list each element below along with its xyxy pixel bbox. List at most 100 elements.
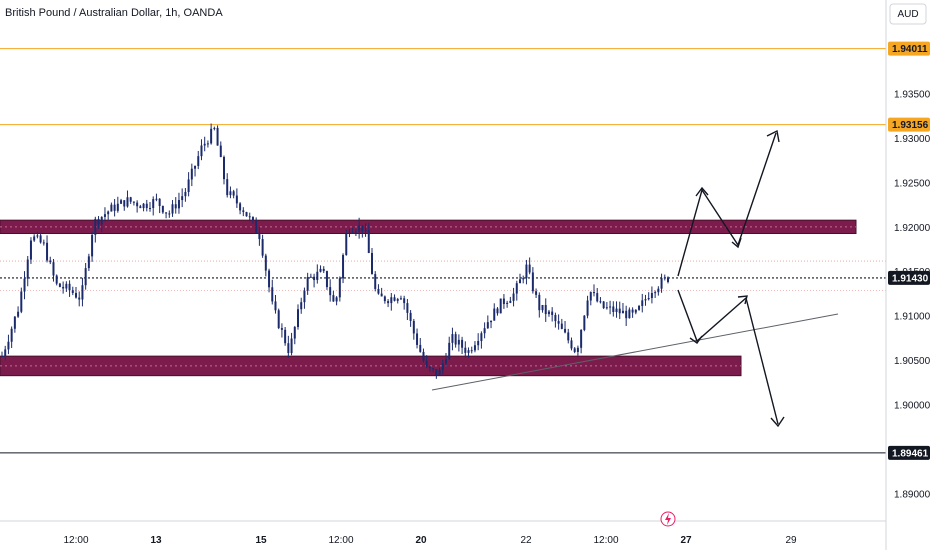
candle: [126, 190, 129, 208]
candle: [87, 253, 90, 271]
candle: [483, 322, 486, 339]
bullish-path-arrow[interactable]: [677, 132, 777, 277]
candle: [464, 341, 467, 358]
candle: [351, 227, 354, 234]
candle: [435, 369, 438, 379]
candle: [97, 216, 100, 229]
candle: [46, 235, 49, 263]
candles-layer: [1, 123, 669, 379]
time-ticks: 12:00 13 15 12:00 20 22 12:00 27 29: [63, 535, 797, 546]
candle: [354, 229, 357, 237]
candle: [599, 297, 602, 304]
candle: [609, 300, 612, 315]
candle: [586, 295, 589, 319]
currency-label: AUD: [897, 9, 918, 20]
candle: [473, 341, 476, 353]
lightning-icon[interactable]: [660, 511, 676, 527]
candle: [42, 239, 45, 246]
candle: [184, 188, 187, 202]
candle: [81, 277, 84, 307]
price-badges: 1.94011 1.93156 1.89461 1.91430: [888, 41, 930, 460]
candle: [110, 202, 113, 212]
candle: [235, 188, 238, 208]
candle: [399, 295, 402, 300]
candle: [107, 210, 110, 221]
upper-zone[interactable]: [0, 219, 857, 235]
candle: [197, 150, 200, 170]
price-badge-1.94011: 1.94011: [888, 41, 930, 56]
candle: [210, 123, 213, 145]
candle: [268, 268, 271, 293]
time-tick: 20: [415, 535, 427, 546]
candle: [493, 303, 496, 321]
candle: [512, 287, 515, 307]
mid-arrowhead-up: [695, 186, 709, 197]
candle: [528, 257, 531, 275]
candle: [547, 309, 550, 317]
candle: [605, 302, 608, 310]
candle: [618, 301, 621, 320]
candle: [486, 315, 489, 329]
candle: [65, 281, 68, 292]
candle: [438, 367, 441, 376]
mid-arrowhead-down-2: [689, 335, 703, 344]
candle: [457, 334, 460, 352]
trendline[interactable]: [431, 313, 839, 391]
candle: [206, 140, 209, 148]
candle: [660, 273, 663, 293]
candle: [187, 172, 190, 197]
candle: [615, 301, 618, 318]
svg-text:1.94011: 1.94011: [892, 44, 928, 55]
candle: [258, 227, 261, 246]
candle: [139, 204, 142, 209]
candle: [171, 200, 174, 217]
candle: [136, 200, 139, 213]
candle: [129, 196, 132, 204]
candle: [216, 125, 219, 146]
candle: [654, 290, 657, 298]
candle: [255, 217, 258, 234]
candle: [155, 193, 158, 202]
svg-text:1.91430: 1.91430: [892, 273, 929, 284]
drawings-layer: [431, 129, 839, 428]
candle: [432, 367, 435, 373]
candle: [416, 328, 419, 349]
candle: [158, 198, 161, 214]
candle: [10, 326, 13, 348]
candle: [377, 284, 380, 295]
plot-area[interactable]: [0, 0, 886, 521]
currency-button[interactable]: [889, 3, 927, 25]
price-tick: 1.90000: [894, 401, 931, 412]
candle: [425, 355, 428, 369]
time-tick: 12:00: [63, 535, 88, 546]
candle: [316, 264, 319, 284]
candle: [612, 301, 615, 317]
candle: [393, 294, 396, 302]
candle: [277, 308, 280, 330]
candle: [409, 310, 412, 327]
candle: [177, 192, 180, 214]
time-tick: 12:00: [328, 535, 353, 546]
candle: [91, 231, 94, 262]
candle: [538, 292, 541, 318]
time-tick: 13: [150, 535, 162, 546]
candle: [663, 274, 666, 281]
candle: [419, 338, 422, 353]
candle: [161, 205, 164, 214]
candle: [338, 276, 341, 302]
candle: [319, 265, 322, 273]
candle: [1, 351, 3, 358]
time-tick: 27: [680, 535, 692, 546]
candle: [26, 256, 29, 287]
candle: [113, 199, 116, 217]
candle: [367, 222, 370, 254]
candle: [641, 293, 644, 313]
candle: [667, 276, 669, 284]
price-badge-1.89461: 1.89461: [888, 445, 930, 460]
bearish-path-arrow[interactable]: [677, 289, 779, 425]
time-tick: 22: [520, 535, 532, 546]
price-ticks: 1.935001.930001.925001.920001.915001.910…: [894, 90, 931, 501]
candle: [116, 196, 119, 213]
bullish-arrowhead: [766, 129, 780, 143]
